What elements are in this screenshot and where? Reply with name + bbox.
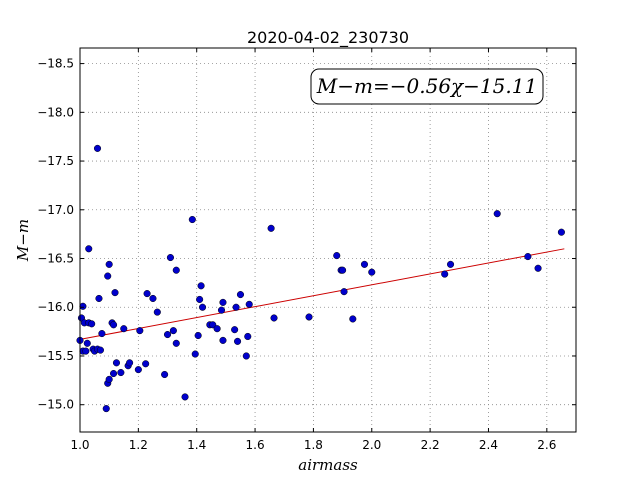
data-point bbox=[93, 144, 102, 152]
data-point bbox=[340, 288, 348, 296]
y-tick-label: −16.5 bbox=[37, 252, 74, 266]
data-point bbox=[197, 282, 205, 290]
data-point bbox=[163, 330, 172, 339]
data-point bbox=[493, 210, 501, 218]
data-point bbox=[267, 224, 275, 232]
data-point bbox=[142, 360, 150, 368]
data-point bbox=[181, 393, 189, 401]
data-point bbox=[153, 308, 161, 316]
data-point bbox=[232, 303, 240, 311]
y-tick-label: −18.0 bbox=[37, 105, 74, 119]
ticks bbox=[79, 48, 576, 432]
data-point bbox=[349, 315, 357, 323]
data-point bbox=[213, 325, 221, 333]
data-point bbox=[82, 347, 90, 355]
data-point bbox=[557, 228, 565, 236]
x-tick-labels: 1.0 1.2 1.4 1.6 1.8 2.0 2.2 2.4 2.6 bbox=[70, 438, 556, 452]
data-point bbox=[333, 252, 341, 260]
data-point bbox=[79, 302, 87, 310]
y-tick-label: −16.0 bbox=[37, 300, 74, 314]
data-point bbox=[194, 331, 202, 340]
data-point bbox=[219, 298, 227, 306]
data-point bbox=[117, 368, 125, 377]
data-point bbox=[172, 266, 180, 274]
y-tick-label: −15.0 bbox=[37, 398, 74, 412]
y-axis-label: M−m bbox=[14, 219, 32, 262]
data-point bbox=[234, 337, 242, 345]
x-tick-label: 2.0 bbox=[362, 438, 381, 452]
y-tick-label: −18.5 bbox=[37, 57, 74, 71]
data-point bbox=[88, 320, 96, 328]
data-point bbox=[110, 321, 118, 329]
plot-area bbox=[80, 48, 576, 432]
data-point bbox=[242, 352, 250, 360]
data-point bbox=[339, 266, 347, 274]
data-point bbox=[446, 260, 455, 268]
y-tick-label: −15.5 bbox=[37, 349, 74, 363]
x-tick-label: 2.2 bbox=[421, 438, 440, 452]
x-tick-label: 1.8 bbox=[304, 438, 323, 452]
plot-frame bbox=[79, 47, 577, 433]
fit-equation-box: M−m=−0.56χ−15.11 bbox=[310, 68, 544, 105]
x-tick-label: 1.4 bbox=[187, 438, 206, 452]
x-tick-label: 2.4 bbox=[479, 438, 498, 452]
y-tick-label: −17.0 bbox=[37, 203, 74, 217]
data-point bbox=[219, 336, 227, 344]
fit-equation: M−m=−0.56χ−15.11 bbox=[316, 74, 537, 98]
y-tick-label: −17.5 bbox=[37, 154, 74, 168]
data-point bbox=[305, 313, 313, 321]
data-point bbox=[244, 332, 252, 341]
x-tick-label: 1.6 bbox=[246, 438, 265, 452]
data-point bbox=[112, 359, 121, 367]
data-point bbox=[198, 303, 207, 311]
data-point bbox=[231, 326, 239, 334]
data-point bbox=[441, 270, 449, 278]
chart-title: 2020-04-02_230730 bbox=[247, 28, 409, 48]
data-point bbox=[83, 339, 91, 347]
data-point bbox=[196, 295, 204, 304]
data-point bbox=[110, 369, 118, 378]
x-tick-label: 2.6 bbox=[537, 438, 556, 452]
data-point bbox=[98, 330, 106, 338]
x-tick-label: 1.2 bbox=[129, 438, 148, 452]
data-point bbox=[534, 264, 542, 272]
data-point bbox=[111, 289, 119, 297]
fit-line-layer bbox=[79, 248, 565, 340]
data-point bbox=[134, 366, 142, 374]
data-point bbox=[236, 291, 245, 299]
data-point bbox=[96, 346, 104, 354]
data-point bbox=[166, 253, 174, 262]
data-point bbox=[161, 370, 169, 379]
data-point bbox=[169, 327, 177, 335]
data-point bbox=[149, 294, 157, 303]
y-tick-labels: −15.0 −15.5 −16.0 −16.5 −17.0 −17.5 −18.0 −18.5 bbox=[37, 57, 74, 412]
data-point bbox=[191, 350, 199, 358]
data-point bbox=[270, 314, 278, 322]
data-point bbox=[95, 294, 103, 303]
data-point bbox=[105, 375, 113, 383]
x-tick-label: 1.0 bbox=[70, 438, 89, 452]
data-point bbox=[85, 245, 93, 253]
data-point bbox=[143, 290, 151, 298]
data-point bbox=[136, 327, 144, 335]
data-point bbox=[217, 306, 226, 314]
data-point bbox=[245, 300, 253, 308]
data-point bbox=[105, 260, 113, 268]
data-point bbox=[360, 260, 369, 268]
data-points bbox=[76, 144, 565, 413]
data-point bbox=[368, 268, 376, 276]
data-point bbox=[120, 325, 128, 333]
data-point bbox=[188, 215, 196, 224]
fit-line bbox=[79, 248, 565, 340]
data-point bbox=[172, 339, 180, 347]
grid bbox=[79, 48, 576, 432]
data-point bbox=[126, 359, 134, 367]
data-point bbox=[102, 405, 110, 413]
data-point bbox=[104, 272, 112, 280]
fit-equation-frame bbox=[310, 68, 544, 105]
x-axis-label: airmass bbox=[298, 456, 358, 474]
data-point bbox=[524, 253, 532, 261]
